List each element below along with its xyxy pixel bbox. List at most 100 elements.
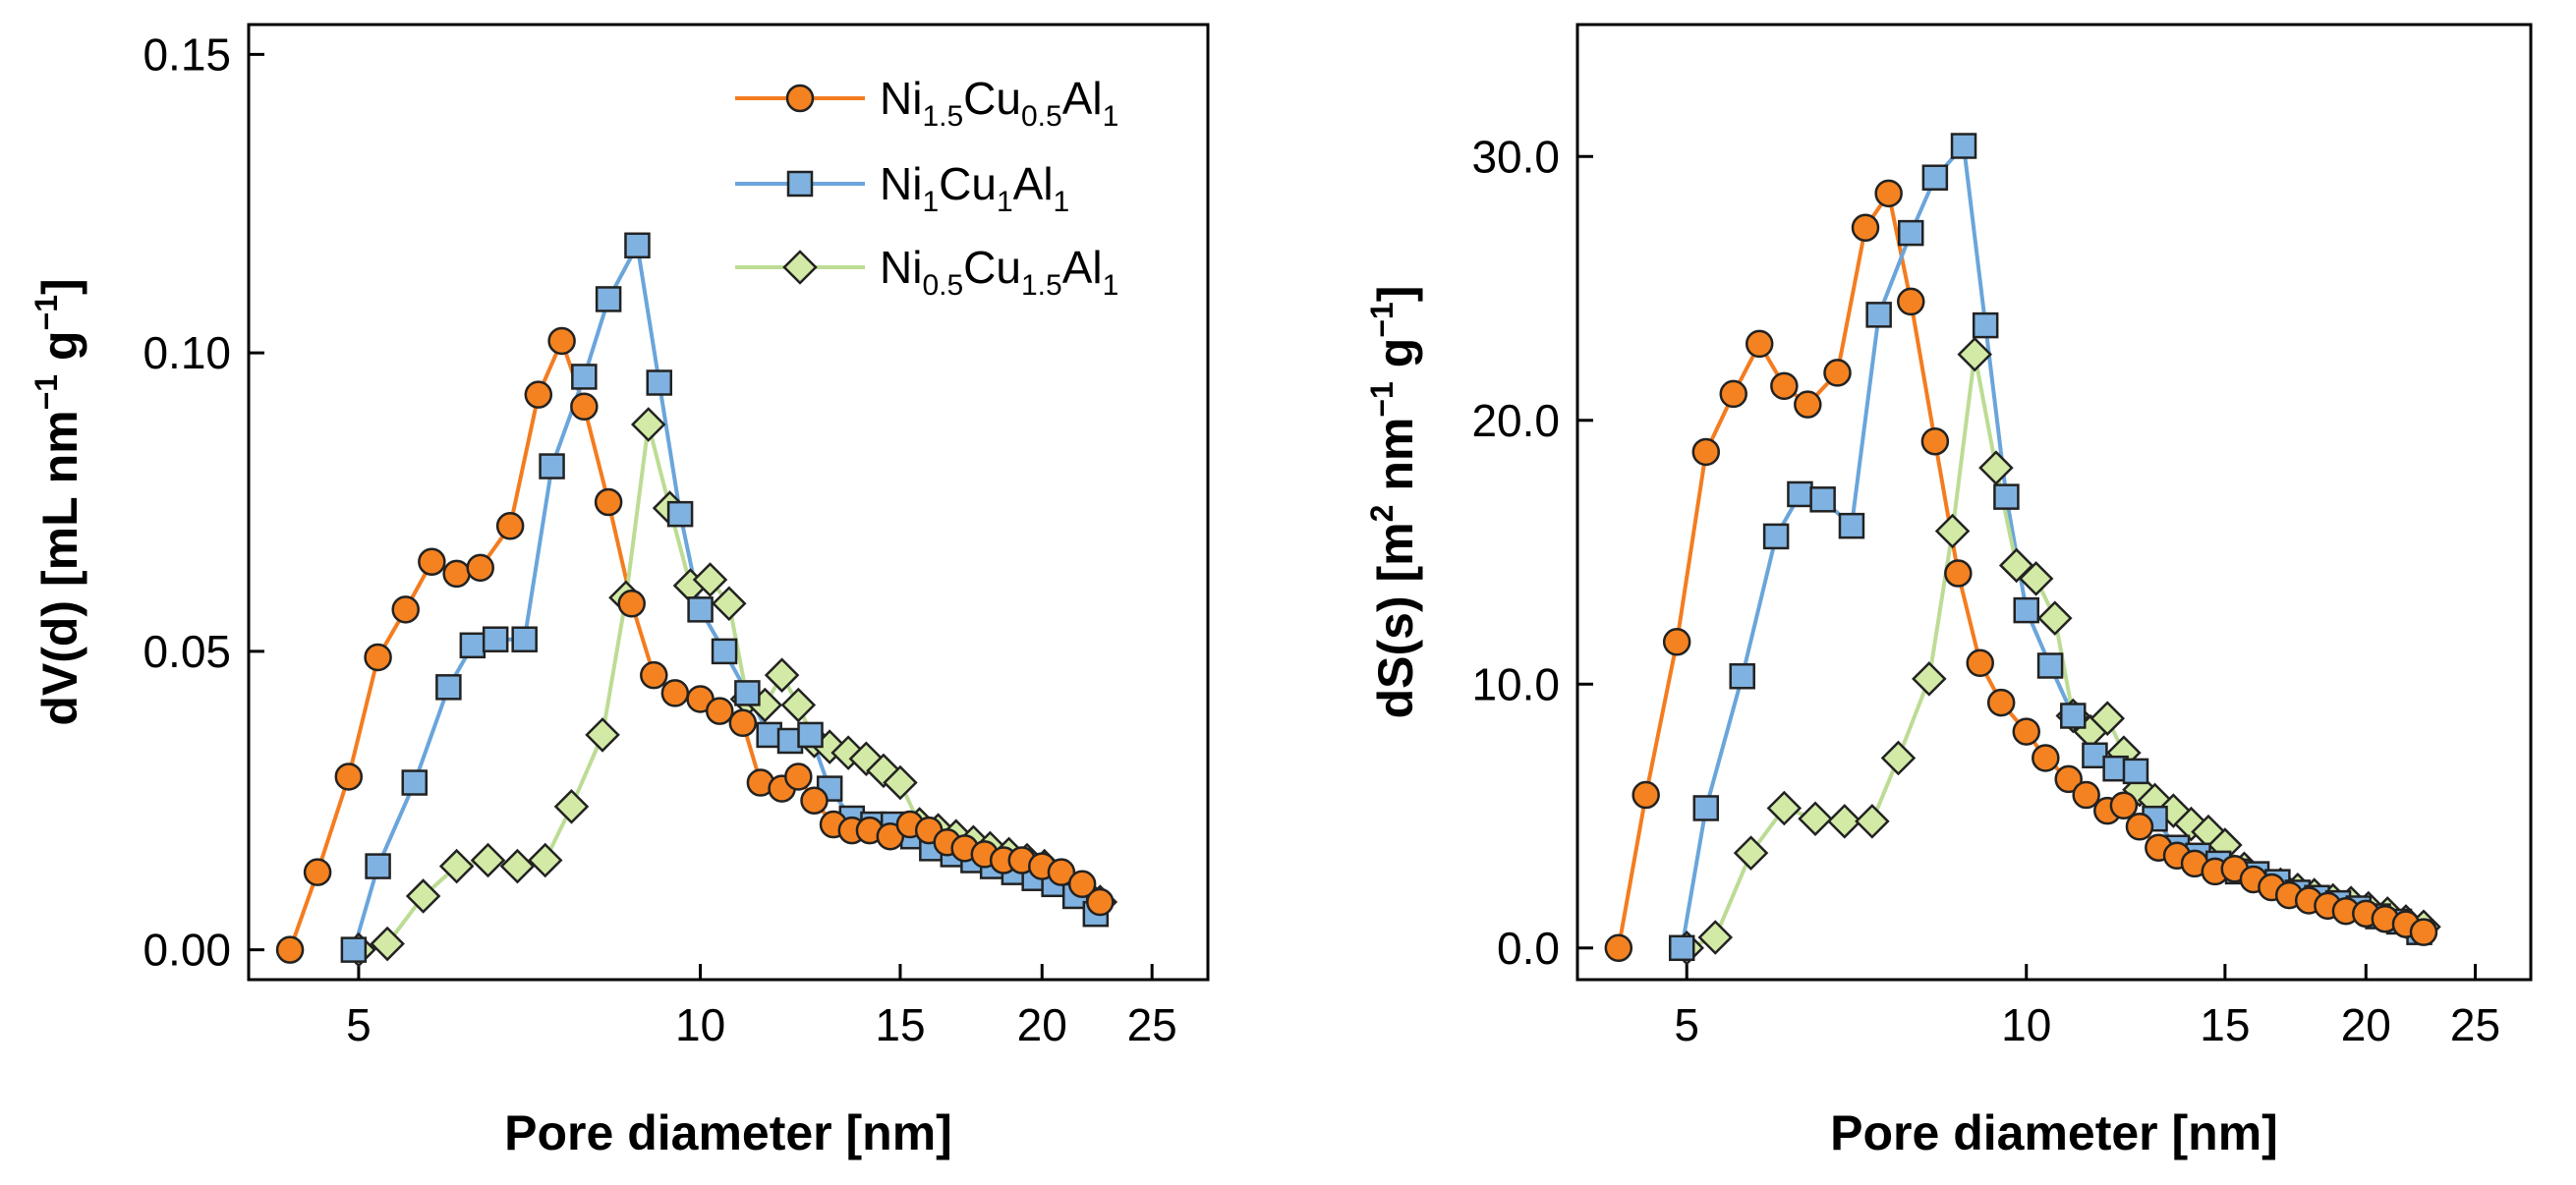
left-y-tick-label: 0.15: [143, 28, 231, 80]
left-point-2: [470, 842, 506, 878]
right-point-1: [1898, 219, 1924, 247]
left-point-1: [666, 500, 694, 528]
left-point-0: [570, 392, 599, 422]
right-y-title-mid0: nm: [1368, 418, 1423, 505]
left-y-tick-label: 0.10: [143, 327, 231, 378]
left-point-0: [784, 762, 813, 791]
left-x-tick-label: 10: [675, 999, 725, 1050]
right-x-axis-title: Pore diameter [nm]: [1830, 1105, 2278, 1160]
right-point-1: [1787, 480, 1813, 508]
right-point-1: [1921, 164, 1949, 191]
right-point-0: [2125, 813, 2154, 841]
right-point-1: [2036, 652, 2064, 679]
right-chart: 5 10 15 20 25 0.0 10.0 20.0 30.0 Pore diameter […: [1364, 23, 2533, 1160]
left-point-2: [405, 878, 441, 914]
right-point-1: [1668, 934, 1695, 962]
left-point-0: [418, 547, 446, 576]
left-point-1: [365, 853, 391, 879]
right-point-2: [1798, 801, 1833, 836]
left-x-tick-label: 15: [875, 999, 925, 1050]
left-point-2: [370, 926, 405, 962]
right-point-0: [1691, 437, 1721, 467]
left-point-2: [438, 848, 475, 884]
right-y-title-mid: g: [1368, 338, 1423, 381]
left-point-2: [553, 789, 590, 824]
left-point-1: [624, 232, 651, 259]
left-point-2: [712, 586, 747, 622]
left-point-0: [364, 643, 392, 672]
right-x-tick-label: 20: [2341, 999, 2391, 1050]
legend-label-0: Ni1.5Cu0.5Al1: [880, 73, 1118, 133]
left-point-1: [711, 638, 738, 665]
left-x-axis-title: Pore diameter [nm]: [504, 1105, 952, 1160]
right-point-0: [1920, 426, 1950, 456]
right-y-tick-label: 30.0: [1471, 131, 1560, 182]
left-point-1: [687, 596, 714, 623]
right-point-2: [1733, 835, 1769, 871]
right-point-2: [1855, 804, 1890, 839]
left-point-2: [630, 407, 666, 442]
right-point-2: [2018, 561, 2054, 596]
left-point-0: [660, 679, 690, 707]
left-point-0: [617, 590, 646, 618]
legend-marker-1: [786, 170, 814, 198]
left-point-0: [391, 595, 420, 624]
right-y-tick-label: 0.0: [1497, 923, 1560, 974]
legend-label-2: Ni0.5Cu1.5Al1: [880, 242, 1118, 302]
right-point-1: [2060, 703, 2087, 729]
right-point-2: [1880, 740, 1917, 776]
right-y-tick-label: 10.0: [1471, 658, 1560, 709]
right-point-0: [1897, 287, 1925, 316]
left-point-1: [595, 286, 622, 312]
right-point-2: [1827, 804, 1862, 839]
right-point-1: [1993, 483, 2020, 510]
right-point-1: [1729, 662, 1755, 690]
left-series-group: [275, 232, 1118, 968]
left-y-title-end: ]: [32, 278, 87, 295]
left-point-0: [442, 559, 471, 589]
left-point-2: [764, 657, 800, 693]
right-y-title-end: ]: [1368, 286, 1423, 303]
left-point-1: [511, 626, 538, 652]
right-x-tick-label: 5: [1674, 999, 1699, 1050]
left-x-tick-label: 25: [1127, 999, 1177, 1050]
right-series-line-1: [1680, 141, 2421, 949]
left-y-title-main: dV(d) [mL nm: [32, 410, 87, 725]
left-legend: Ni1.5Cu0.5Al1 Ni1Cu1Al1 Ni0.5Cu1.5Al1: [735, 73, 1118, 302]
left-point-1: [435, 674, 462, 701]
left-point-1: [340, 936, 368, 963]
left-point-0: [800, 786, 829, 815]
right-point-2: [2037, 600, 2073, 636]
right-series-group: [1604, 133, 2441, 966]
left-x-tick-label: 20: [1017, 999, 1067, 1050]
right-point-0: [1770, 371, 1799, 401]
right-point-0: [1662, 628, 1691, 656]
left-point-1: [482, 626, 509, 652]
left-point-1: [539, 453, 565, 480]
left-point-0: [594, 487, 623, 517]
right-point-2: [2089, 701, 2126, 736]
left-point-0: [706, 697, 734, 725]
right-point-0: [1719, 379, 1747, 409]
left-point-2: [692, 562, 728, 597]
right-point-1: [2013, 596, 2040, 624]
left-point-0: [640, 660, 668, 690]
right-point-2: [1912, 661, 1947, 697]
right-axis-ticks: 5 10 15 20 25 0.0 10.0 20.0 30.0: [1471, 131, 2500, 1050]
right-point-2: [1766, 790, 1803, 826]
right-point-0: [2032, 744, 2060, 772]
left-point-0: [1047, 858, 1076, 886]
left-x-tick-label: 5: [346, 999, 372, 1050]
left-plot-frame: [247, 23, 1210, 982]
right-point-2: [1934, 513, 1971, 549]
right-series-line-2: [1686, 354, 2425, 950]
left-point-0: [303, 858, 332, 886]
right-point-0: [1851, 213, 1880, 243]
right-point-0: [1794, 390, 1822, 419]
left-y-axis-title: dV(d) [mL nm−1 g−1]: [29, 278, 87, 725]
right-point-1: [1972, 311, 1999, 339]
legend-marker-0: [785, 84, 815, 113]
right-point-2: [1697, 920, 1734, 955]
right-point-2: [1978, 450, 2014, 485]
right-point-0: [1823, 359, 1852, 387]
